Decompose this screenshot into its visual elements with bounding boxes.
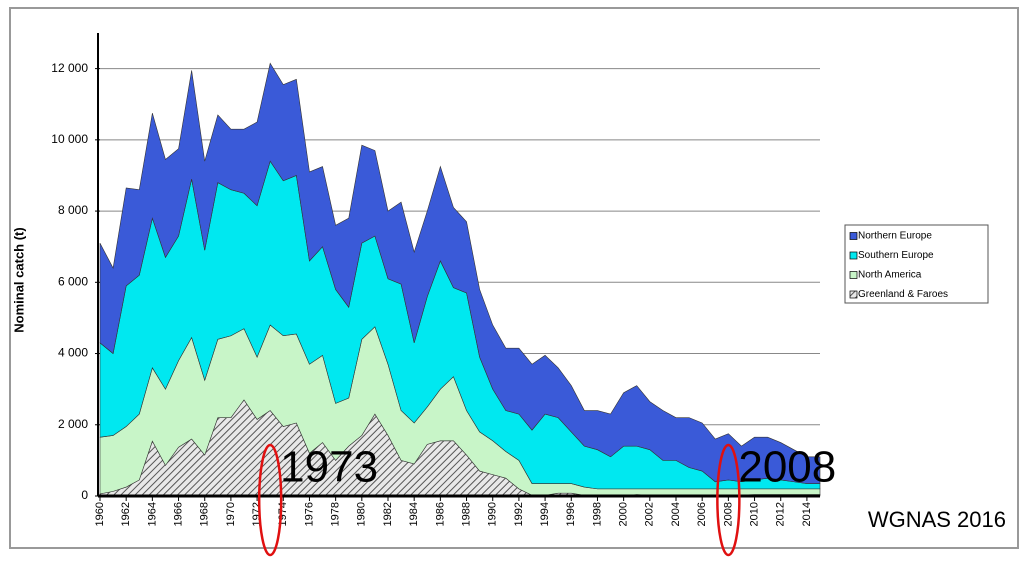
x-tick-label: 1998 <box>591 502 603 526</box>
y-axis-label: Nominal catch (t) <box>11 227 26 332</box>
x-tick-label: 1984 <box>408 502 420 526</box>
annotation-ellipse <box>716 443 741 557</box>
x-tick-label: 1964 <box>146 502 158 526</box>
x-tick-label: 1976 <box>303 502 315 526</box>
legend-swatch <box>849 251 858 260</box>
x-tick-label: 1988 <box>460 502 472 526</box>
annotation-label: 1973 <box>280 443 378 492</box>
frame <box>9 7 1019 549</box>
y-tick-label: 4 000 <box>58 346 88 360</box>
annotation-label: 2008 <box>738 443 836 492</box>
x-tick-label: 1966 <box>172 502 184 526</box>
x-tick-label: 1978 <box>330 502 342 526</box>
legend: Northern Europe Southern Europe North Amer… <box>844 224 989 304</box>
x-tick-label: 1996 <box>565 502 577 526</box>
x-tick-label: 1982 <box>382 502 394 526</box>
legend-label: Southern Europe <box>858 250 934 261</box>
area <box>99 62 821 484</box>
y-tick-label: 2 000 <box>58 417 88 431</box>
x-tick-label: 1980 <box>356 502 368 526</box>
x-tick-label: 2000 <box>618 502 630 526</box>
y-tick-label: 12 000 <box>51 61 88 75</box>
legend-swatch <box>849 271 858 279</box>
legend-box <box>844 224 989 304</box>
legend-label: Northern Europe <box>858 231 932 242</box>
x-tick-label: 1968 <box>199 502 211 526</box>
x-tick-label: 2012 <box>775 502 787 526</box>
y-tick-label: 10 000 <box>51 132 88 146</box>
x-tick-label: 1986 <box>434 502 446 526</box>
x-tick-label: 1990 <box>487 502 499 526</box>
x-tick-label: 2002 <box>644 502 656 526</box>
x-tick-label: 1994 <box>539 502 551 526</box>
legend-label: North America <box>858 270 922 281</box>
x-tick-label: 1970 <box>225 502 237 526</box>
x-tick-label: 1962 <box>120 502 132 526</box>
y-tick-label: 0 <box>81 488 88 502</box>
legend-swatch <box>849 232 858 240</box>
legend-swatch <box>849 290 858 299</box>
y-tick-label: 8 000 <box>58 203 88 217</box>
x-tick-label: 2014 <box>801 502 813 526</box>
x-tick-label: 2006 <box>696 502 708 526</box>
x-tick-label: 2008 <box>722 502 734 526</box>
legend-label: Greenland & Faroes <box>858 289 948 300</box>
x-tick-label: 2004 <box>670 502 682 526</box>
x-tick-label: 1960 <box>94 502 106 526</box>
source: WGNAS 2016 <box>868 507 1006 532</box>
y-tick-label: 6 000 <box>58 274 88 288</box>
x-tick-label: 1992 <box>513 502 525 526</box>
x-tick-label: 2010 <box>748 502 760 526</box>
annotation-ellipse <box>257 443 283 557</box>
